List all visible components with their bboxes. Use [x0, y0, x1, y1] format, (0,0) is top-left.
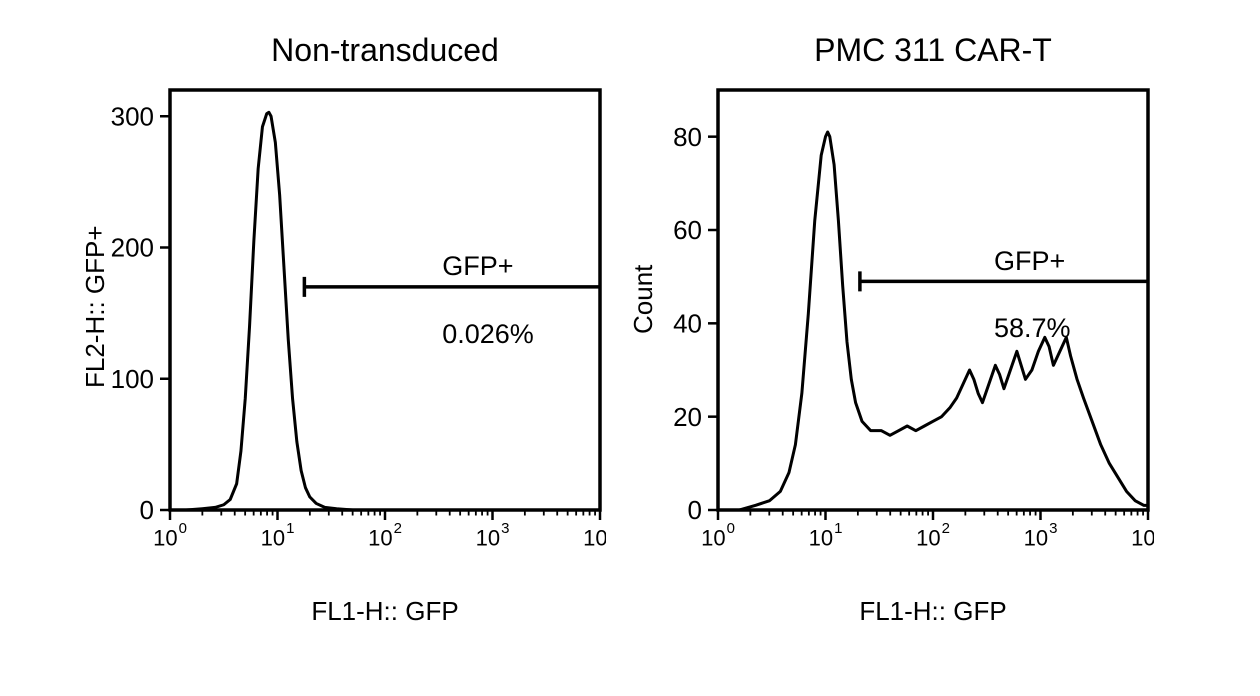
svg-text:102: 102: [916, 520, 950, 550]
y-axis-label-right: Count: [628, 264, 659, 333]
svg-text:20: 20: [673, 402, 702, 432]
svg-text:0: 0: [140, 495, 154, 525]
svg-text:60: 60: [673, 215, 702, 245]
svg-text:104: 104: [1131, 520, 1154, 550]
x-axis-label-left: FL1-H:: GFP: [311, 596, 458, 627]
svg-text:101: 101: [261, 520, 295, 550]
svg-text:100: 100: [153, 520, 187, 550]
svg-text:80: 80: [673, 122, 702, 152]
svg-text:200: 200: [111, 233, 154, 263]
panel-title-right: PMC 311 CAR-T: [814, 32, 1052, 69]
gate-line2-left: 0.026%: [442, 319, 534, 349]
gate-line1-left: GFP+: [442, 251, 513, 281]
gate-line1-right: GFP+: [994, 246, 1065, 276]
svg-text:103: 103: [1024, 520, 1058, 550]
svg-text:100: 100: [701, 520, 735, 550]
histogram-right-svg: 100 101 102 103 104 0 20 40 60 80: [648, 84, 1154, 560]
svg-text:101: 101: [809, 520, 843, 550]
panel-title-left: Non-transduced: [271, 32, 499, 69]
svg-text:0: 0: [688, 495, 702, 525]
svg-text:40: 40: [673, 308, 702, 338]
svg-text:102: 102: [368, 520, 402, 550]
y-axis-label-left: FL2-H:: GFP+: [80, 225, 111, 388]
svg-text:104: 104: [583, 520, 606, 550]
svg-text:103: 103: [476, 520, 510, 550]
flow-cytometry-figure: Non-transduced 1001011021031040100200300…: [0, 0, 1260, 696]
x-axis-label-right: FL1-H:: GFP: [859, 596, 1006, 627]
svg-text:300: 300: [111, 101, 154, 131]
gate-label-left: GFP+ 0.026%: [397, 217, 534, 386]
svg-text:100: 100: [111, 364, 154, 394]
gate-label-right: GFP+ 58.7%: [949, 211, 1071, 380]
gate-line2-right: 58.7%: [994, 313, 1071, 343]
